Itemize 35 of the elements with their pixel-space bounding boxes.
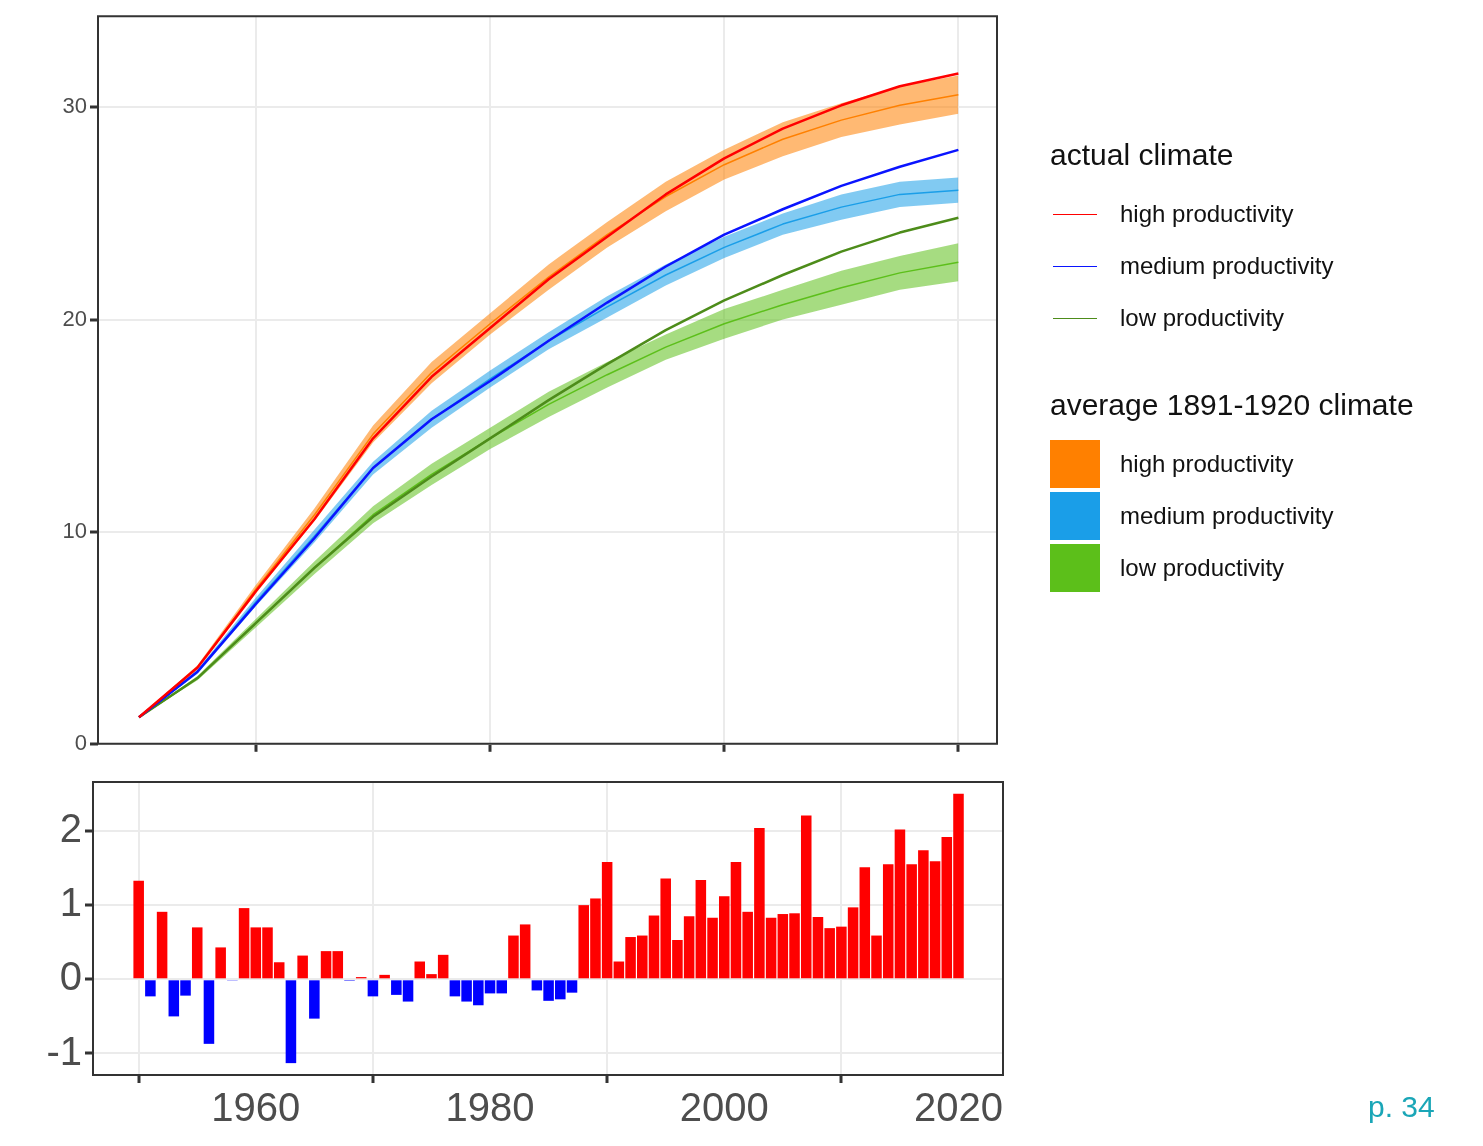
legend-label: high productivity (1120, 200, 1294, 228)
legend-label: medium productivity (1120, 252, 1334, 280)
bar (285, 980, 297, 1064)
bar (297, 955, 308, 979)
y-tick-label: 2 (59, 805, 82, 850)
text: average 1891-1920 climate (1050, 388, 1414, 422)
bar (332, 951, 344, 979)
bar (309, 980, 320, 1019)
y-tick-label: -1 (46, 1028, 82, 1073)
legend-title: actual climate (1050, 138, 1235, 172)
bar (203, 980, 215, 1044)
bar (367, 980, 379, 997)
y-tick-label: 0 (74, 729, 87, 755)
x-tick-label: 2000 (679, 1085, 769, 1130)
bar (238, 908, 250, 979)
bar (215, 947, 226, 979)
bar (320, 951, 332, 979)
y-tick-label: 0 (59, 954, 82, 999)
y-tick-label: 20 (62, 305, 87, 331)
bar (379, 974, 390, 979)
x-tick-label: 1960 (211, 1085, 301, 1130)
text: p. 34 (1368, 1090, 1435, 1124)
legend-label: medium productivity (1120, 502, 1334, 530)
legend-label: low productivity (1120, 304, 1285, 332)
bar (145, 980, 156, 997)
bar (156, 911, 168, 979)
legend-label: high productivity (1120, 450, 1294, 478)
x-tick-label: 1980 (445, 1085, 535, 1130)
legend-label: low productivity (1120, 554, 1285, 582)
bar (133, 880, 144, 979)
y-tick-label: 30 (62, 93, 87, 119)
x-tick-label: 2020 (914, 1085, 1003, 1130)
y-tick-label: 1 (59, 880, 82, 925)
bar (191, 927, 203, 979)
y-tick-label: 10 (62, 517, 87, 543)
